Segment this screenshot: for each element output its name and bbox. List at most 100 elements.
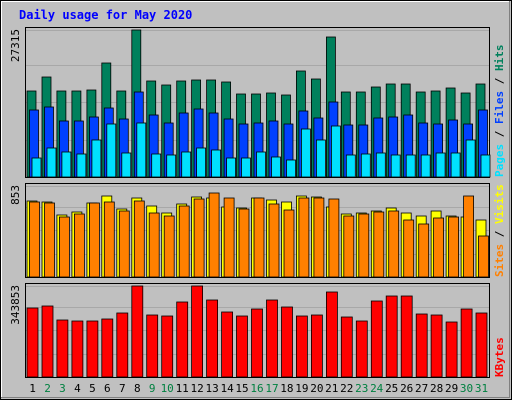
bar-kbytes-day-14 <box>221 311 234 378</box>
bar-pages-day-26 <box>405 154 416 178</box>
bar-pages-day-5 <box>91 139 102 178</box>
bar-kbytes-day-30 <box>460 308 473 378</box>
bar-kbytes-day-17 <box>266 299 278 378</box>
bar-kbytes-day-3 <box>56 319 69 378</box>
bar-pages-day-30 <box>465 139 476 178</box>
bar-sites-day-15 <box>238 208 250 278</box>
bar-kbytes-day-4 <box>71 320 84 378</box>
bar-pages-day-24 <box>375 152 386 178</box>
x-tick-label: 22 <box>340 382 353 395</box>
bar-kbytes-day-6 <box>101 318 114 378</box>
bar-kbytes-day-18 <box>281 306 293 378</box>
bar-pages-day-23 <box>360 153 371 178</box>
x-tick-label: 20 <box>310 382 323 395</box>
bar-pages-day-15 <box>241 157 251 178</box>
bar-kbytes-day-5 <box>86 320 99 378</box>
bar-sites-day-23 <box>358 213 370 278</box>
bar-pages-day-16 <box>256 151 266 178</box>
bar-pages-day-3 <box>61 151 72 178</box>
bar-pages-day-14 <box>226 157 237 178</box>
bar-kbytes-day-7 <box>116 312 129 378</box>
bar-pages-day-19 <box>300 128 311 178</box>
legend-entry: / <box>493 124 506 144</box>
x-tick-label: 29 <box>445 382 458 395</box>
panel-hits-files-pages: 27315 Pages / Files / Hits <box>9 27 506 178</box>
bar-pages-day-11 <box>181 151 192 178</box>
bar-kbytes-day-9 <box>146 314 159 378</box>
bar-pages-day-29 <box>450 152 461 178</box>
bar-sites-day-6 <box>103 201 115 278</box>
bar-pages-day-1 <box>31 157 42 178</box>
bar-pages-day-20 <box>315 139 326 178</box>
bar-sites-day-27 <box>418 223 430 278</box>
bar-pages-day-28 <box>435 152 446 178</box>
panel-legend: KBytes <box>493 337 506 377</box>
bar-pages-day-4 <box>76 153 87 178</box>
x-tick-label: 4 <box>74 382 81 395</box>
bar-sites-day-31 <box>478 235 489 278</box>
panel-max-label: 27315 <box>9 29 22 62</box>
x-tick-label: 14 <box>220 382 234 395</box>
x-tick-label: 8 <box>134 382 141 395</box>
legend-entry: / <box>493 71 506 91</box>
bar-sites-day-3 <box>59 216 70 278</box>
bar-kbytes-day-28 <box>430 314 443 378</box>
bar-pages-day-21 <box>330 125 341 178</box>
bar-sites-day-7 <box>118 210 130 278</box>
x-tick-label: 5 <box>89 382 96 395</box>
x-tick-label: 10 <box>161 382 174 395</box>
x-tick-label: 21 <box>325 382 338 395</box>
legend-entry: Hits <box>493 45 506 72</box>
bar-kbytes-day-15 <box>236 315 248 378</box>
bar-kbytes-day-25 <box>385 295 398 378</box>
bar-kbytes-day-27 <box>415 313 428 378</box>
bar-pages-day-31 <box>480 154 491 178</box>
x-tick-label: 18 <box>280 382 293 395</box>
bar-sites-day-30 <box>463 195 475 278</box>
x-tick-label: 2 <box>44 382 51 395</box>
bar-sites-day-9 <box>148 212 160 278</box>
bar-sites-day-24 <box>373 211 385 278</box>
bar-sites-day-4 <box>74 213 85 278</box>
bar-pages-day-2 <box>46 147 57 178</box>
bar-sites-day-1 <box>29 201 40 278</box>
bar-sites-day-14 <box>223 197 235 278</box>
legend-entry: Visits <box>493 184 506 224</box>
panel-max-label: 853 <box>9 185 22 205</box>
bar-kbytes-day-2 <box>41 305 54 378</box>
bar-kbytes-day-31 <box>475 312 488 378</box>
x-tick-label: 31 <box>475 382 488 395</box>
bar-kbytes-day-12 <box>191 285 204 378</box>
bar-sites-day-5 <box>89 202 100 278</box>
panel-legend: Sites / Visits <box>493 184 506 277</box>
bar-pages-day-27 <box>420 154 431 178</box>
bar-kbytes-day-24 <box>370 300 383 378</box>
bar-sites-day-25 <box>388 210 400 278</box>
bar-sites-day-13 <box>208 192 220 278</box>
x-tick-label: 7 <box>119 382 126 395</box>
bar-pages-day-6 <box>106 123 117 178</box>
bar-kbytes-day-19 <box>295 315 308 378</box>
bar-kbytes-day-16 <box>251 308 263 378</box>
x-tick-label: 16 <box>250 382 263 395</box>
bar-pages-day-10 <box>166 154 177 178</box>
bar-sites-day-21 <box>328 198 340 278</box>
legend-entry: Sites <box>493 244 506 277</box>
x-tick-label: 13 <box>205 382 218 395</box>
bar-pages-day-25 <box>390 154 401 178</box>
bar-sites-day-19 <box>298 197 310 278</box>
bar-pages-day-17 <box>271 156 281 178</box>
bar-pages-day-18 <box>286 159 296 178</box>
bar-sites-day-8 <box>133 200 145 278</box>
bar-kbytes-day-22 <box>340 316 353 378</box>
legend-entry: Files <box>493 91 506 124</box>
bar-sites-day-26 <box>403 219 415 278</box>
bar-pages-day-8 <box>136 122 147 178</box>
bar-kbytes-day-1 <box>26 307 39 378</box>
x-tick-label: 30 <box>460 382 473 395</box>
bar-pages-day-9 <box>151 153 162 178</box>
bar-kbytes-day-10 <box>161 315 174 378</box>
bar-kbytes-day-11 <box>176 301 189 378</box>
bar-pages-day-13 <box>211 149 222 178</box>
